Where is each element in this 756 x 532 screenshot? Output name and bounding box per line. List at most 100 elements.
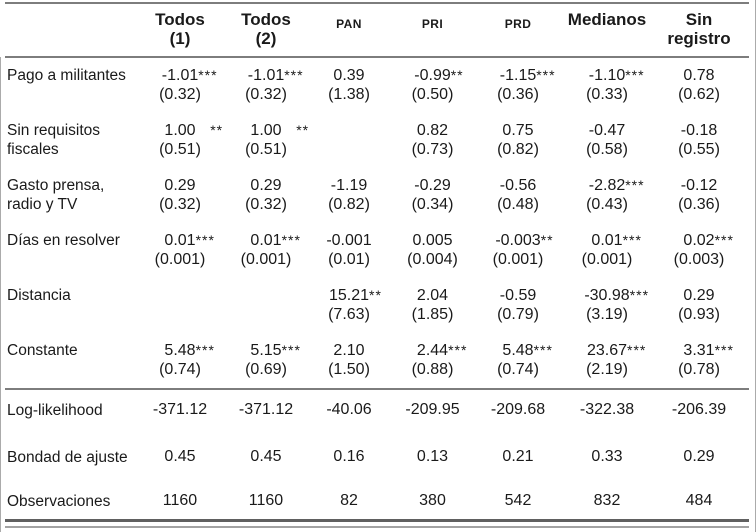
stat-value: -371.12 <box>152 401 208 418</box>
bottom-double-rule <box>5 519 749 528</box>
standard-error: (0.004) <box>407 251 458 268</box>
bottom-rule-upper <box>5 519 749 522</box>
coefficient-value: -0.001 <box>326 232 372 249</box>
coef-cell <box>309 113 389 140</box>
coef-cell: 5.15*** (0.69) <box>223 333 309 379</box>
stat-value: -322.38 <box>579 401 635 418</box>
top-rule <box>5 2 749 4</box>
coef-cell: -0.59 (0.79) <box>476 278 560 324</box>
coefficient-line: -1.10*** <box>588 67 645 84</box>
coefficient-line: 0.29 <box>223 176 309 195</box>
stats-row: Observaciones 1160 1160 82 380 542 832 484 <box>5 484 749 518</box>
coefficient-value: 1.00 <box>164 122 196 139</box>
coef-cell: -30.98*** (3.19) <box>560 278 654 324</box>
standard-error: (0.32) <box>159 196 201 213</box>
coef-cell: -0.29 (0.34) <box>389 168 476 214</box>
coefficient-value: 0.82 <box>416 122 449 139</box>
coefficient-value: 5.15 <box>250 342 282 359</box>
coefficient-value: -0.59 <box>499 287 537 304</box>
coef-cell: -0.18 (0.55) <box>654 113 744 159</box>
coefficient-line: -0.001 <box>309 231 389 250</box>
coefficient-value: -1.15 <box>499 67 537 84</box>
row-label: Distancia <box>7 287 71 304</box>
column-header-line1: Medianos <box>567 10 647 29</box>
standard-error: (0.32) <box>245 196 287 213</box>
stat-value: 1160 <box>162 492 198 509</box>
coef-cell: 0.75 (0.82) <box>476 113 560 159</box>
standard-error: (0.51) <box>245 141 287 158</box>
coefficient-line: 0.005 <box>389 231 476 250</box>
standard-error: (0.82) <box>328 196 370 213</box>
coefficient-line: 0.02*** <box>683 232 734 249</box>
coefficient-value: 0.01 <box>250 232 282 249</box>
coefficient-line: -1.19 <box>309 176 389 195</box>
coefficient-value: 2.04 <box>416 287 449 304</box>
coef-cell: 0.78 (0.62) <box>654 58 744 104</box>
stat-value: 0.21 <box>502 448 534 465</box>
row-label: Días en resolver <box>7 232 120 249</box>
standard-error: (0.73) <box>411 141 454 158</box>
stat-value: 542 <box>504 492 532 509</box>
coefficient-line <box>223 286 309 305</box>
coefficient-line: -30.98*** <box>584 287 650 304</box>
coef-cell: 0.005 (0.004) <box>389 223 476 269</box>
bottom-rule-lower <box>5 526 749 528</box>
coef-cell: 0.02*** (0.003) <box>654 223 744 269</box>
stat-value: 0.45 <box>164 448 196 465</box>
coefficient-line: -1.01*** <box>247 67 304 84</box>
stats-row: Log-likelihood -371.12 -371.12 -40.06 -209.9… <box>5 390 749 430</box>
coef-cell: -1.10*** (0.33) <box>560 58 654 104</box>
body-row: Distancia 15.21** (7.63) 2.04 (1.85) -0.59 (0.… <box>5 278 749 333</box>
stat-value: -209.68 <box>490 401 546 418</box>
stat-value: -206.39 <box>671 401 727 418</box>
coefficient-value: -2.82 <box>588 177 626 194</box>
standard-error: (1.50) <box>328 361 370 378</box>
coefficient-value: 23.67 <box>586 342 628 359</box>
coef-cell: 0.01*** (0.001) <box>137 223 223 269</box>
coef-cell: -1.19 (0.82) <box>309 168 389 214</box>
standard-error: (0.001) <box>154 251 206 268</box>
coefficient-line: 2.10 <box>309 341 389 360</box>
standard-error: (0.01) <box>328 251 370 268</box>
coefficient-line: -0.29 <box>389 176 476 195</box>
table-body: Pago a militantes -1.01*** (0.32) -1.01*** (… <box>5 58 749 388</box>
standard-error: (0.48) <box>497 196 539 213</box>
coef-cell: -0.47 (0.58) <box>560 113 654 159</box>
row-label: Pago a militantes <box>7 67 126 84</box>
coefficient-line: 0.39 <box>309 66 389 85</box>
coefficient-value: 0.78 <box>683 67 715 84</box>
stat-value: -209.95 <box>405 401 460 418</box>
coefficient-value: 5.48 <box>164 342 196 359</box>
left-edge-line <box>0 57 1 532</box>
coefficient-line: -2.82*** <box>588 177 645 194</box>
body-row: Constante 5.48*** (0.74) 5.15*** (0.69) 2.10 (… <box>5 333 749 388</box>
coefficient-line: 1.00 ** <box>250 122 310 139</box>
coefficient-line: 3.31*** <box>683 342 734 359</box>
standard-error: (0.36) <box>497 86 539 103</box>
stat-value: 0.45 <box>250 448 282 465</box>
coefficient-line: 0.78 <box>654 66 744 85</box>
standard-error: (0.51) <box>159 141 201 158</box>
mid-rule <box>5 388 749 390</box>
coef-cell: 2.04 (1.85) <box>389 278 476 324</box>
coefficient-line: -0.12 <box>654 176 744 195</box>
standard-error: (0.43) <box>586 196 628 213</box>
standard-error: (0.79) <box>497 306 539 323</box>
coefficient-line: -0.99** <box>414 67 464 84</box>
coef-cell: 1.00 ** (0.51) <box>223 113 309 159</box>
coefficient-value: 3.31 <box>683 342 715 359</box>
coef-cell: -1.01*** (0.32) <box>223 58 309 104</box>
standard-error: (0.36) <box>678 196 720 213</box>
standard-error: (0.33) <box>586 86 628 103</box>
row-label: Gasto prensa, radio y TV <box>7 177 105 213</box>
coefficient-value: -30.98 <box>584 287 630 304</box>
coefficient-line: -0.003** <box>495 232 554 249</box>
coef-cell: 0.29 (0.32) <box>223 168 309 214</box>
standard-error: (0.88) <box>411 361 454 378</box>
standard-error: (3.19) <box>586 306 628 323</box>
coef-cell: 0.01*** (0.001) <box>560 223 654 269</box>
coef-cell: 23.67*** (2.19) <box>560 333 654 379</box>
stats-row: Bondad de ajuste 0.45 0.45 0.16 0.13 0.21 0.33… <box>5 430 749 484</box>
coefficient-line: 5.48*** <box>164 342 215 359</box>
